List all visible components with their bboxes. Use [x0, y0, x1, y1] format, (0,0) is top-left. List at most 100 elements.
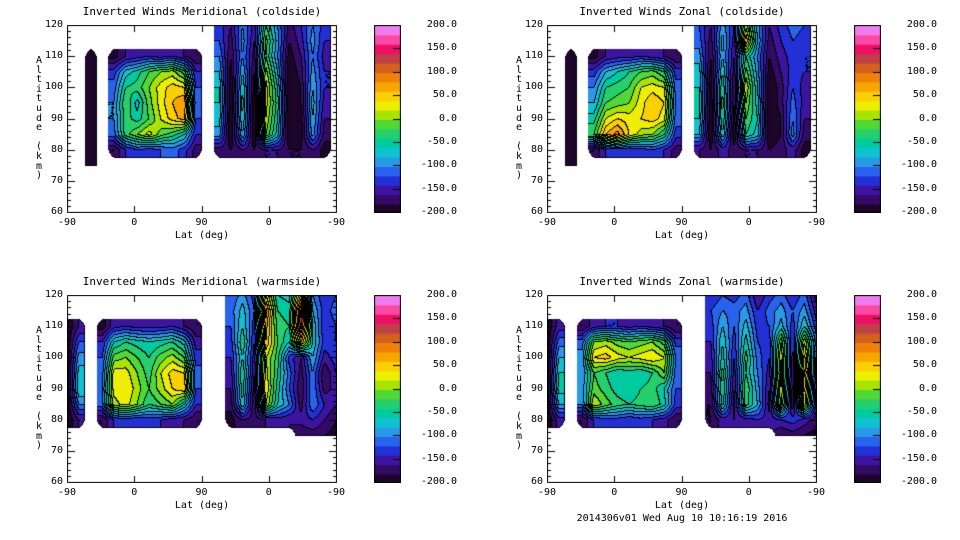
colorbar-tick-label: 50.0 — [912, 89, 937, 101]
colorbar-canvas — [854, 295, 881, 483]
y-tick-label: 80 — [530, 143, 543, 155]
y-tick-label: 70 — [530, 174, 543, 186]
colorbar-tick-label: -100.0 — [420, 429, 457, 441]
contour-plot-canvas — [67, 25, 337, 213]
y-tick-label: 120 — [524, 289, 543, 300]
x-tick-label: -90 — [806, 217, 826, 228]
colorbar-tick-label: 150.0 — [906, 312, 937, 324]
panel-title: Inverted Winds Zonal (coldside) — [579, 5, 785, 18]
y-tick-label: 70 — [50, 174, 63, 186]
colorbar-tick-label: -150.0 — [420, 182, 457, 194]
contour-plot-canvas — [67, 295, 337, 483]
colorbar-tick-label: 150.0 — [906, 42, 937, 54]
y-tick-label: 120 — [524, 19, 543, 30]
colorbar-tick-label: -200.0 — [420, 206, 457, 217]
timestamp: 2014306v01 Wed Aug 10 10:16:19 2016 — [576, 513, 788, 524]
x-axis-label: Lat (deg) — [654, 230, 710, 241]
colorbar-tick-label: 50.0 — [912, 359, 937, 371]
colorbar-tick-label: -100.0 — [900, 159, 937, 171]
y-tick-label: 120 — [44, 289, 63, 300]
colorbar-canvas — [374, 295, 401, 483]
colorbar-tick-label: -50.0 — [906, 405, 937, 417]
y-tick-label: 110 — [44, 320, 63, 332]
x-tick-label: -90 — [57, 487, 77, 498]
colorbar-tick-label: 100.0 — [426, 335, 457, 347]
x-tick-label: 0 — [131, 217, 138, 228]
colorbar-canvas — [854, 25, 881, 213]
x-tick-label: 0 — [611, 487, 618, 498]
colorbar-tick-label: -150.0 — [900, 182, 937, 194]
y-tick-label: 60 — [50, 476, 63, 487]
colorbar-tick-label: 100.0 — [426, 65, 457, 77]
y-tick-label: 80 — [50, 413, 63, 425]
colorbar-tick-label: 200.0 — [906, 289, 937, 300]
y-tick-label: 100 — [44, 81, 63, 93]
x-tick-label: 90 — [195, 217, 208, 228]
panel-title: Inverted Winds Zonal (warmside) — [579, 275, 785, 288]
colorbar-tick-label: 150.0 — [426, 42, 457, 54]
y-tick-label: 70 — [530, 444, 543, 456]
colorbar-tick-label: -50.0 — [426, 135, 457, 147]
y-tick-label: 90 — [50, 382, 63, 394]
colorbar-tick-label: -50.0 — [906, 135, 937, 147]
y-tick-label: 100 — [524, 351, 543, 363]
x-tick-label: -90 — [57, 217, 77, 228]
colorbar-tick-label: 0.0 — [918, 112, 937, 124]
y-tick-label: 90 — [530, 382, 543, 394]
x-tick-label: 0 — [265, 217, 272, 228]
x-tick-label: -90 — [806, 487, 826, 498]
colorbar-tick-label: -200.0 — [900, 476, 937, 487]
y-tick-label: 120 — [44, 19, 63, 30]
y-tick-label: 100 — [44, 351, 63, 363]
colorbar-tick-label: 200.0 — [426, 19, 457, 30]
colorbar-tick-label: -50.0 — [426, 405, 457, 417]
y-tick-label: 90 — [530, 112, 543, 124]
x-tick-label: -90 — [537, 217, 557, 228]
y-tick-label: 110 — [524, 320, 543, 332]
x-tick-label: -90 — [326, 487, 346, 498]
x-tick-label: -90 — [326, 217, 346, 228]
x-tick-label: 0 — [745, 487, 752, 498]
colorbar-tick-label: -200.0 — [900, 206, 937, 217]
x-tick-label: 0 — [611, 217, 618, 228]
colorbar-tick-label: 50.0 — [432, 89, 457, 101]
colorbar-tick-label: -150.0 — [900, 452, 937, 464]
x-axis-label: Lat (deg) — [174, 230, 230, 241]
colorbar-tick-label: 200.0 — [906, 19, 937, 30]
y-tick-label: 80 — [530, 413, 543, 425]
colorbar-tick-label: 0.0 — [918, 382, 937, 394]
x-tick-label: -90 — [537, 487, 557, 498]
y-tick-label: 60 — [530, 476, 543, 487]
panel-title: Inverted Winds Meridional (coldside) — [82, 5, 322, 18]
colorbar-tick-label: 100.0 — [906, 65, 937, 77]
x-axis-label: Lat (deg) — [174, 500, 230, 511]
y-tick-label: 70 — [50, 444, 63, 456]
x-tick-label: 0 — [131, 487, 138, 498]
colorbar-tick-label: 0.0 — [438, 382, 457, 394]
x-tick-label: 90 — [675, 487, 688, 498]
colorbar-tick-label: 100.0 — [906, 335, 937, 347]
y-tick-label: 60 — [50, 206, 63, 217]
colorbar-tick-label: -200.0 — [420, 476, 457, 487]
x-tick-label: 0 — [745, 217, 752, 228]
colorbar-canvas — [374, 25, 401, 213]
colorbar-tick-label: 200.0 — [426, 289, 457, 300]
y-tick-label: 90 — [50, 112, 63, 124]
x-axis-label: Lat (deg) — [654, 500, 710, 511]
colorbar-tick-label: -100.0 — [420, 159, 457, 171]
colorbar-tick-label: -100.0 — [900, 429, 937, 441]
contour-plot-canvas — [547, 295, 817, 483]
y-tick-label: 110 — [524, 50, 543, 62]
x-tick-label: 0 — [265, 487, 272, 498]
y-tick-label: 100 — [524, 81, 543, 93]
y-tick-label: 60 — [530, 206, 543, 217]
panel-title: Inverted Winds Meridional (warmside) — [82, 275, 322, 288]
